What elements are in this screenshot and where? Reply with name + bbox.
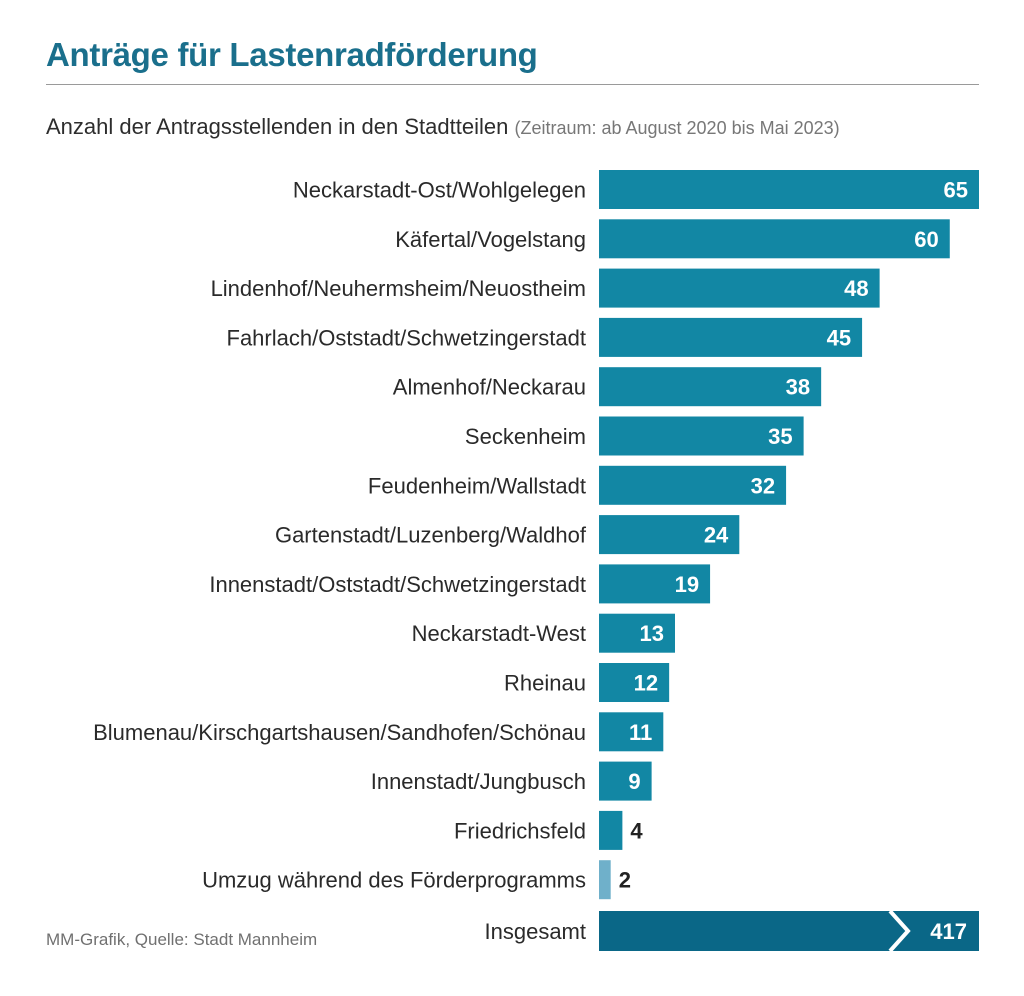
- category-label: Blumenau/Kirschgartshausen/Sandhofen/Sch…: [93, 720, 586, 745]
- bar: [599, 663, 670, 702]
- data-label: 60: [914, 227, 938, 252]
- data-label: 13: [640, 621, 664, 646]
- total-value: 417: [930, 919, 967, 944]
- category-label: Gartenstadt/Luzenberg/Waldhof: [275, 523, 587, 548]
- bar: [599, 761, 652, 801]
- bar: [599, 317, 863, 357]
- category-label: Lindenhof/Neuhermsheim/Neuostheim: [211, 276, 586, 301]
- title-divider: [46, 84, 979, 85]
- subtitle-note: (Zeitraum: ab August 2020 bis Mai 2023): [514, 118, 840, 138]
- subtitle-main: Anzahl der Antragsstellenden in den Stad…: [46, 114, 509, 139]
- data-label: 4: [630, 818, 643, 843]
- category-label: Feudenheim/Wallstadt: [368, 473, 586, 498]
- bar: [599, 515, 740, 555]
- total-bar: [599, 911, 979, 951]
- bar: [599, 219, 950, 259]
- category-label: Almenhof/Neckarau: [393, 375, 586, 400]
- category-label: Neckarstadt-West: [412, 621, 586, 646]
- bar: [599, 465, 787, 505]
- data-label: 48: [844, 276, 868, 301]
- data-label: 35: [768, 424, 792, 449]
- chart-subtitle: Anzahl der Antragsstellenden in den Stad…: [46, 114, 840, 140]
- category-label: Friedrichsfeld: [454, 818, 586, 843]
- data-label: 32: [751, 473, 775, 498]
- category-label: Käfertal/Vogelstang: [395, 227, 586, 252]
- data-label: 12: [634, 671, 658, 696]
- total-label: Insgesamt: [485, 919, 587, 944]
- data-label: 2: [619, 868, 631, 893]
- bar: [599, 170, 979, 209]
- source-note: MM-Grafik, Quelle: Stadt Mannheim: [46, 930, 318, 949]
- bar: [599, 810, 623, 850]
- chevron-icon: [888, 909, 911, 953]
- data-label: 19: [675, 572, 699, 597]
- category-label: Innenstadt/Oststadt/Schwetzingerstadt: [209, 572, 586, 597]
- bar: [599, 564, 711, 604]
- category-label: Umzug während des Förderprogramms: [202, 868, 586, 893]
- bar: [599, 712, 664, 752]
- bar: [599, 613, 675, 653]
- category-label: Fahrlach/Oststadt/Schwetzingerstadt: [227, 325, 587, 350]
- bar: [599, 268, 880, 308]
- data-label: 9: [628, 769, 640, 794]
- bar: [599, 367, 822, 407]
- data-label: 11: [629, 720, 652, 745]
- bar: [599, 416, 804, 456]
- category-label: Rheinau: [504, 671, 586, 696]
- category-label: Neckarstadt-Ost/Wohlgelegen: [293, 178, 586, 203]
- category-label: Innenstadt/Jungbusch: [371, 769, 586, 794]
- data-label: 38: [786, 375, 810, 400]
- bar: [599, 860, 611, 900]
- data-label: 65: [944, 178, 968, 203]
- category-label: Seckenheim: [465, 424, 586, 449]
- chart-title: Anträge für Lastenradförderung: [46, 36, 538, 73]
- data-label: 45: [827, 325, 851, 350]
- data-label: 24: [704, 523, 729, 548]
